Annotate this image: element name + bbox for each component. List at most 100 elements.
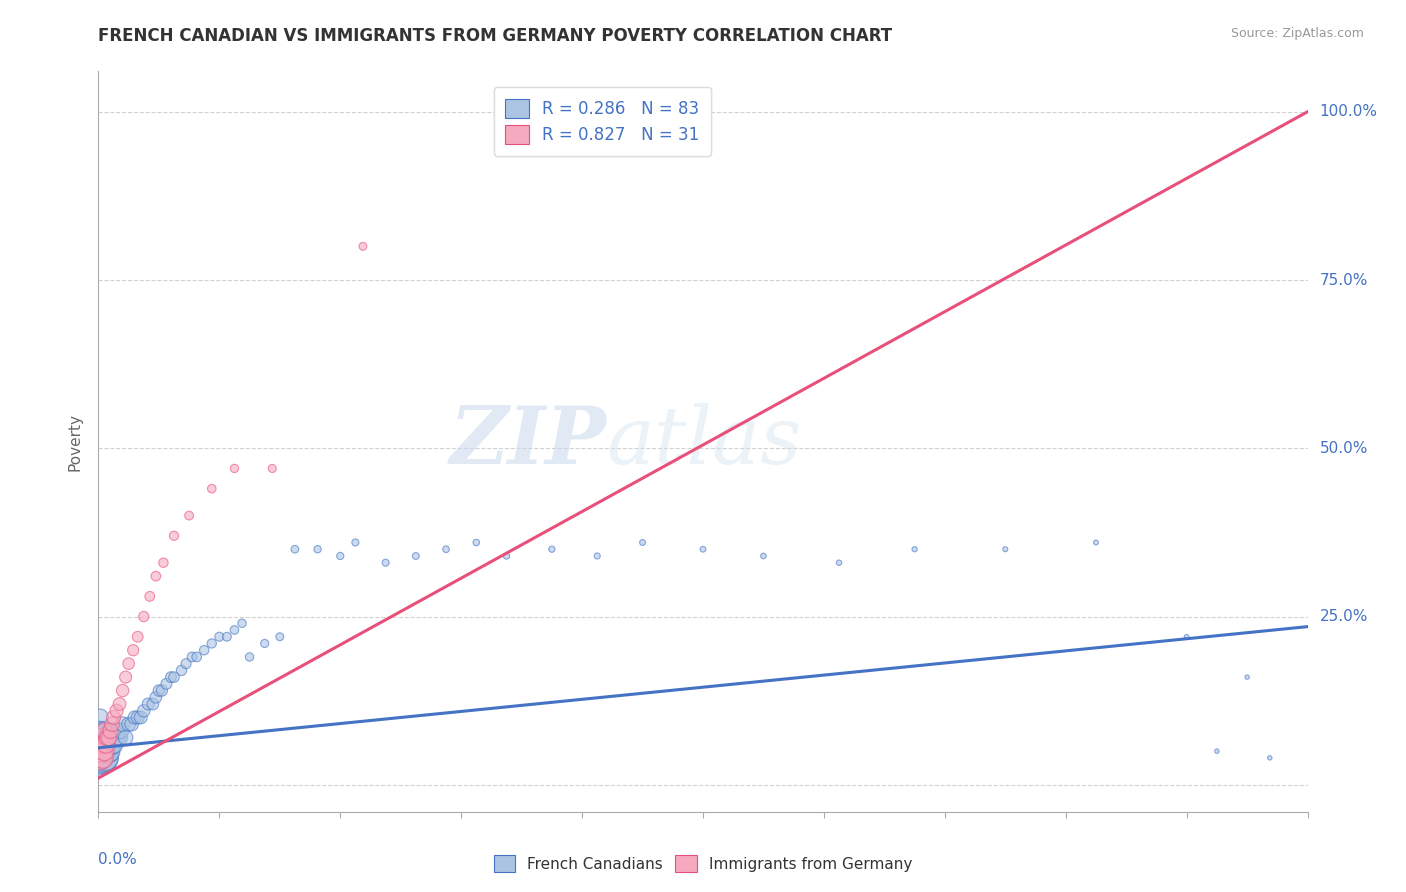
Point bbox=[91, 738, 114, 752]
Point bbox=[262, 461, 284, 475]
Point bbox=[239, 649, 262, 664]
Point bbox=[107, 723, 129, 738]
Point bbox=[163, 529, 186, 543]
Point bbox=[111, 683, 134, 698]
Point bbox=[1206, 744, 1229, 758]
Point bbox=[90, 744, 112, 758]
Point bbox=[90, 744, 112, 758]
Point bbox=[89, 751, 111, 765]
Point bbox=[94, 744, 117, 758]
Point bbox=[111, 717, 134, 731]
Point bbox=[94, 738, 117, 752]
Text: 75.0%: 75.0% bbox=[1320, 273, 1368, 287]
Point bbox=[284, 542, 307, 557]
Point bbox=[224, 461, 246, 475]
Point bbox=[904, 542, 927, 557]
Text: FRENCH CANADIAN VS IMMIGRANTS FROM GERMANY POVERTY CORRELATION CHART: FRENCH CANADIAN VS IMMIGRANTS FROM GERMA… bbox=[98, 27, 893, 45]
Point bbox=[91, 731, 114, 745]
Point bbox=[160, 670, 183, 684]
Point bbox=[104, 731, 127, 745]
Point bbox=[127, 630, 149, 644]
Point bbox=[201, 482, 224, 496]
Point bbox=[114, 670, 136, 684]
Point bbox=[586, 549, 609, 563]
Point bbox=[1258, 751, 1281, 765]
Point bbox=[1236, 670, 1258, 684]
Text: ZIP: ZIP bbox=[450, 403, 606, 480]
Point bbox=[108, 697, 131, 711]
Point bbox=[163, 670, 186, 684]
Point bbox=[91, 751, 114, 765]
Point bbox=[269, 630, 291, 644]
Point bbox=[94, 731, 117, 745]
Point bbox=[692, 542, 714, 557]
Point bbox=[100, 723, 122, 738]
Point bbox=[201, 636, 224, 650]
Point bbox=[93, 751, 115, 765]
Point bbox=[994, 542, 1017, 557]
Point bbox=[98, 744, 121, 758]
Point bbox=[145, 569, 167, 583]
Text: 0.0%: 0.0% bbox=[98, 853, 138, 867]
Point bbox=[96, 731, 118, 745]
Point bbox=[193, 643, 215, 657]
Point bbox=[89, 723, 111, 738]
Point bbox=[179, 508, 201, 523]
Point bbox=[253, 636, 276, 650]
Point bbox=[105, 731, 128, 745]
Point bbox=[94, 751, 117, 765]
Point bbox=[90, 738, 112, 752]
Point bbox=[108, 731, 131, 745]
Point bbox=[91, 744, 114, 758]
Point bbox=[110, 723, 132, 738]
Point bbox=[101, 738, 124, 752]
Point bbox=[152, 556, 174, 570]
Point bbox=[103, 723, 125, 738]
Point bbox=[129, 710, 152, 724]
Legend: R = 0.286   N = 83, R = 0.827   N = 31: R = 0.286 N = 83, R = 0.827 N = 31 bbox=[494, 87, 711, 155]
Point bbox=[114, 731, 136, 745]
Point bbox=[90, 723, 112, 738]
Point bbox=[174, 657, 197, 671]
Point bbox=[89, 751, 111, 765]
Point bbox=[405, 549, 427, 563]
Point bbox=[100, 738, 122, 752]
Point bbox=[465, 535, 488, 549]
Point bbox=[103, 738, 125, 752]
Point bbox=[121, 717, 143, 731]
Point bbox=[90, 751, 112, 765]
Y-axis label: Poverty: Poverty bbox=[67, 412, 83, 471]
Point bbox=[96, 744, 118, 758]
Point bbox=[352, 239, 374, 253]
Point bbox=[118, 717, 141, 731]
Point bbox=[93, 738, 115, 752]
Point bbox=[631, 535, 654, 549]
Point bbox=[93, 744, 115, 758]
Point bbox=[96, 731, 118, 745]
Point bbox=[105, 704, 128, 718]
Point bbox=[170, 664, 193, 678]
Point bbox=[231, 616, 253, 631]
Point bbox=[124, 710, 146, 724]
Point bbox=[329, 549, 352, 563]
Point bbox=[540, 542, 562, 557]
Point bbox=[150, 683, 173, 698]
Point bbox=[181, 649, 204, 664]
Text: 100.0%: 100.0% bbox=[1320, 104, 1378, 120]
Point bbox=[122, 643, 145, 657]
Legend: French Canadians, Immigrants from Germany: French Canadians, Immigrants from German… bbox=[486, 847, 920, 880]
Point bbox=[495, 549, 517, 563]
Point bbox=[89, 738, 111, 752]
Point bbox=[89, 710, 111, 724]
Point bbox=[90, 731, 112, 745]
Text: 50.0%: 50.0% bbox=[1320, 441, 1368, 456]
Point bbox=[434, 542, 457, 557]
Point bbox=[139, 590, 162, 604]
Point bbox=[186, 649, 208, 664]
Text: 25.0%: 25.0% bbox=[1320, 609, 1368, 624]
Point bbox=[224, 623, 246, 637]
Point bbox=[100, 723, 122, 738]
Text: atlas: atlas bbox=[606, 403, 801, 480]
Point bbox=[93, 723, 115, 738]
Point bbox=[828, 556, 851, 570]
